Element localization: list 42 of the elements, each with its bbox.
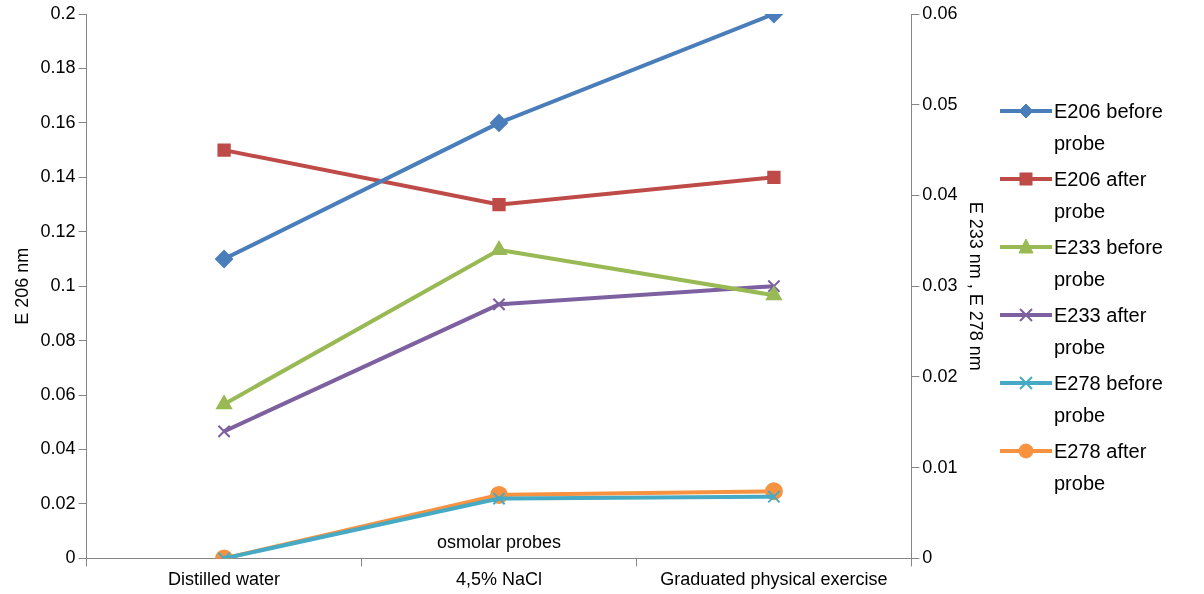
point [492, 297, 506, 311]
point [215, 249, 234, 268]
point [217, 143, 231, 157]
point [217, 424, 231, 439]
point [492, 491, 506, 506]
x-tick-label: 4,5% NaCl [455, 569, 543, 590]
point [216, 395, 233, 410]
y-tick-label: 0.1 [50, 275, 76, 296]
y2-tick-label: 0.03 [922, 275, 958, 296]
legend-label: E206 after probe [1054, 167, 1148, 224]
y2-tick-label: 0.06 [922, 2, 958, 23]
legend-label: E233 after probe [1054, 303, 1148, 360]
point [767, 279, 781, 293]
y-tick-label: 0.04 [40, 438, 76, 459]
y-tick-label: 0.08 [40, 329, 76, 350]
x-tick-label: Distilled water [168, 569, 281, 590]
y2-tick-label: 0.04 [922, 184, 958, 205]
point [765, 286, 782, 301]
point [491, 240, 507, 255]
point [492, 197, 506, 212]
y-tick-label: 0.18 [40, 57, 76, 78]
legend-label: E206 before probe [1054, 99, 1164, 156]
y-tick-label: 0 [65, 547, 76, 568]
y2-tick-label: 0.05 [922, 93, 958, 114]
point [490, 113, 508, 132]
y2-tick-label: 0.02 [922, 365, 958, 386]
y-tick-label: 0.02 [40, 492, 76, 513]
y-axis-title: E 206 nm [11, 247, 32, 325]
y2-tick-label: 0.01 [922, 456, 958, 477]
y-tick-label: 0.12 [40, 220, 76, 241]
legend-label: E233 before probe [1054, 235, 1164, 292]
y-tick-label: 0.2 [50, 2, 76, 23]
legend-label: E278 after probe [1054, 439, 1148, 496]
x-tick-label: Graduated physical exercise [660, 569, 888, 590]
y-tick-label: 0.16 [40, 111, 76, 132]
x-axis-title: osmolar probes [436, 532, 562, 553]
y-tick-label: 0.14 [40, 166, 76, 187]
legend-label: E278 before probe [1054, 371, 1164, 428]
y2-tick-label: 0 [922, 547, 933, 568]
y-tick-label: 0.06 [40, 384, 76, 405]
y2-axis-title: E 233 nm , E 278 nm [966, 201, 987, 371]
point [767, 170, 781, 184]
